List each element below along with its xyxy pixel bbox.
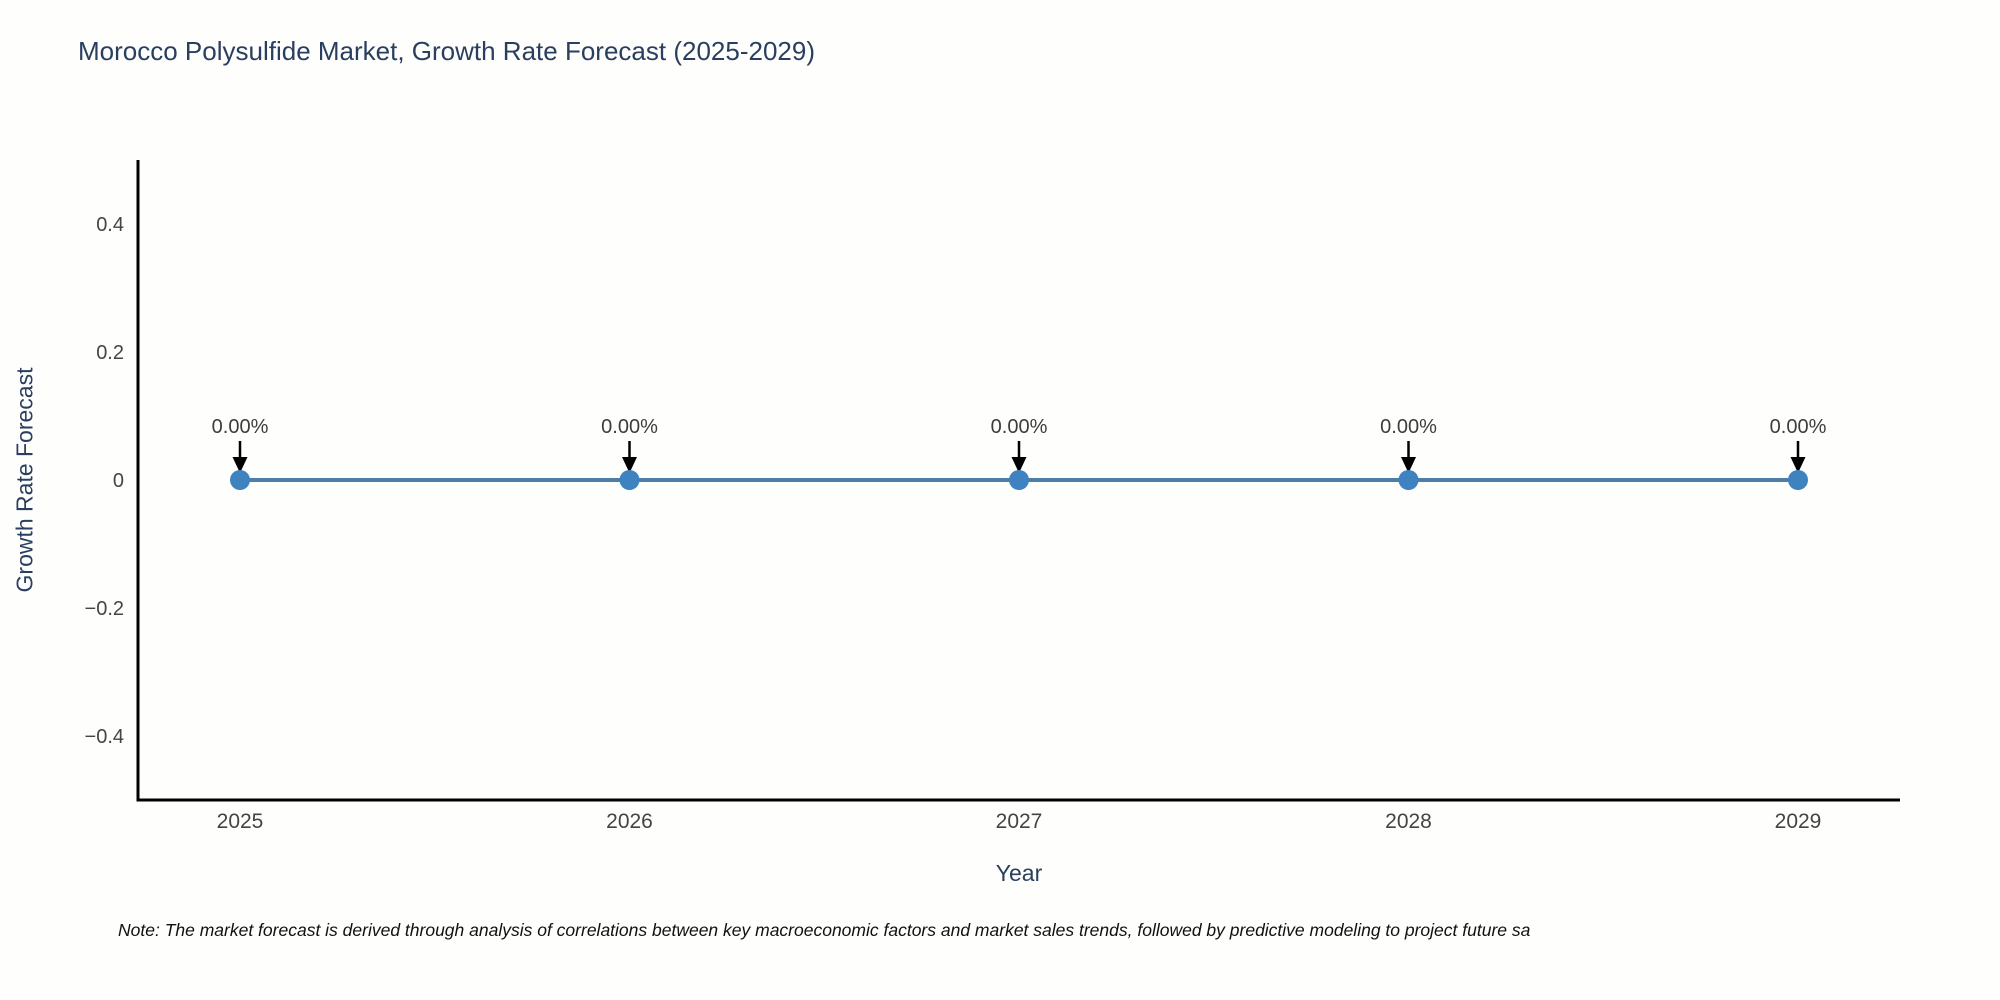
data-point-marker xyxy=(1398,470,1419,490)
y-axis-title: Growth Rate Forecast xyxy=(11,367,38,593)
point-annotation-label: 0.00% xyxy=(1380,416,1437,438)
footnote: Note: The market forecast is derived thr… xyxy=(118,920,1531,940)
annotation-arrow-head xyxy=(622,457,637,473)
data-point-marker xyxy=(1009,470,1029,490)
point-annotation-label: 0.00% xyxy=(1770,416,1827,438)
data-point-marker xyxy=(619,470,640,490)
x-tick-label: 2028 xyxy=(1385,810,1432,833)
point-annotation-label: 0.00% xyxy=(601,416,658,438)
x-tick-label: 2026 xyxy=(606,810,653,833)
annotation-arrow-head xyxy=(1401,457,1416,473)
x-axis-title: Year xyxy=(995,860,1043,886)
data-point-marker xyxy=(1788,470,1808,490)
x-tick-label: 2025 xyxy=(217,810,264,833)
y-tick-label: 0.4 xyxy=(96,214,124,236)
x-tick-label: 2029 xyxy=(1775,810,1822,833)
x-tick-label: 2027 xyxy=(996,810,1043,833)
y-tick-label: −0.4 xyxy=(85,726,124,748)
data-point-marker xyxy=(230,470,250,490)
y-tick-label: 0 xyxy=(113,470,124,492)
chart-title: Morocco Polysulfide Market, Growth Rate … xyxy=(78,36,815,66)
annotation-arrow-head xyxy=(232,457,248,473)
y-tick-label: 0.2 xyxy=(96,342,124,364)
point-annotation-label: 0.00% xyxy=(212,416,269,438)
annotation-arrow-head xyxy=(1790,457,1806,473)
point-annotation-label: 0.00% xyxy=(991,416,1048,438)
annotation-arrow-head xyxy=(1011,457,1027,473)
y-tick-label: −0.2 xyxy=(85,598,124,620)
